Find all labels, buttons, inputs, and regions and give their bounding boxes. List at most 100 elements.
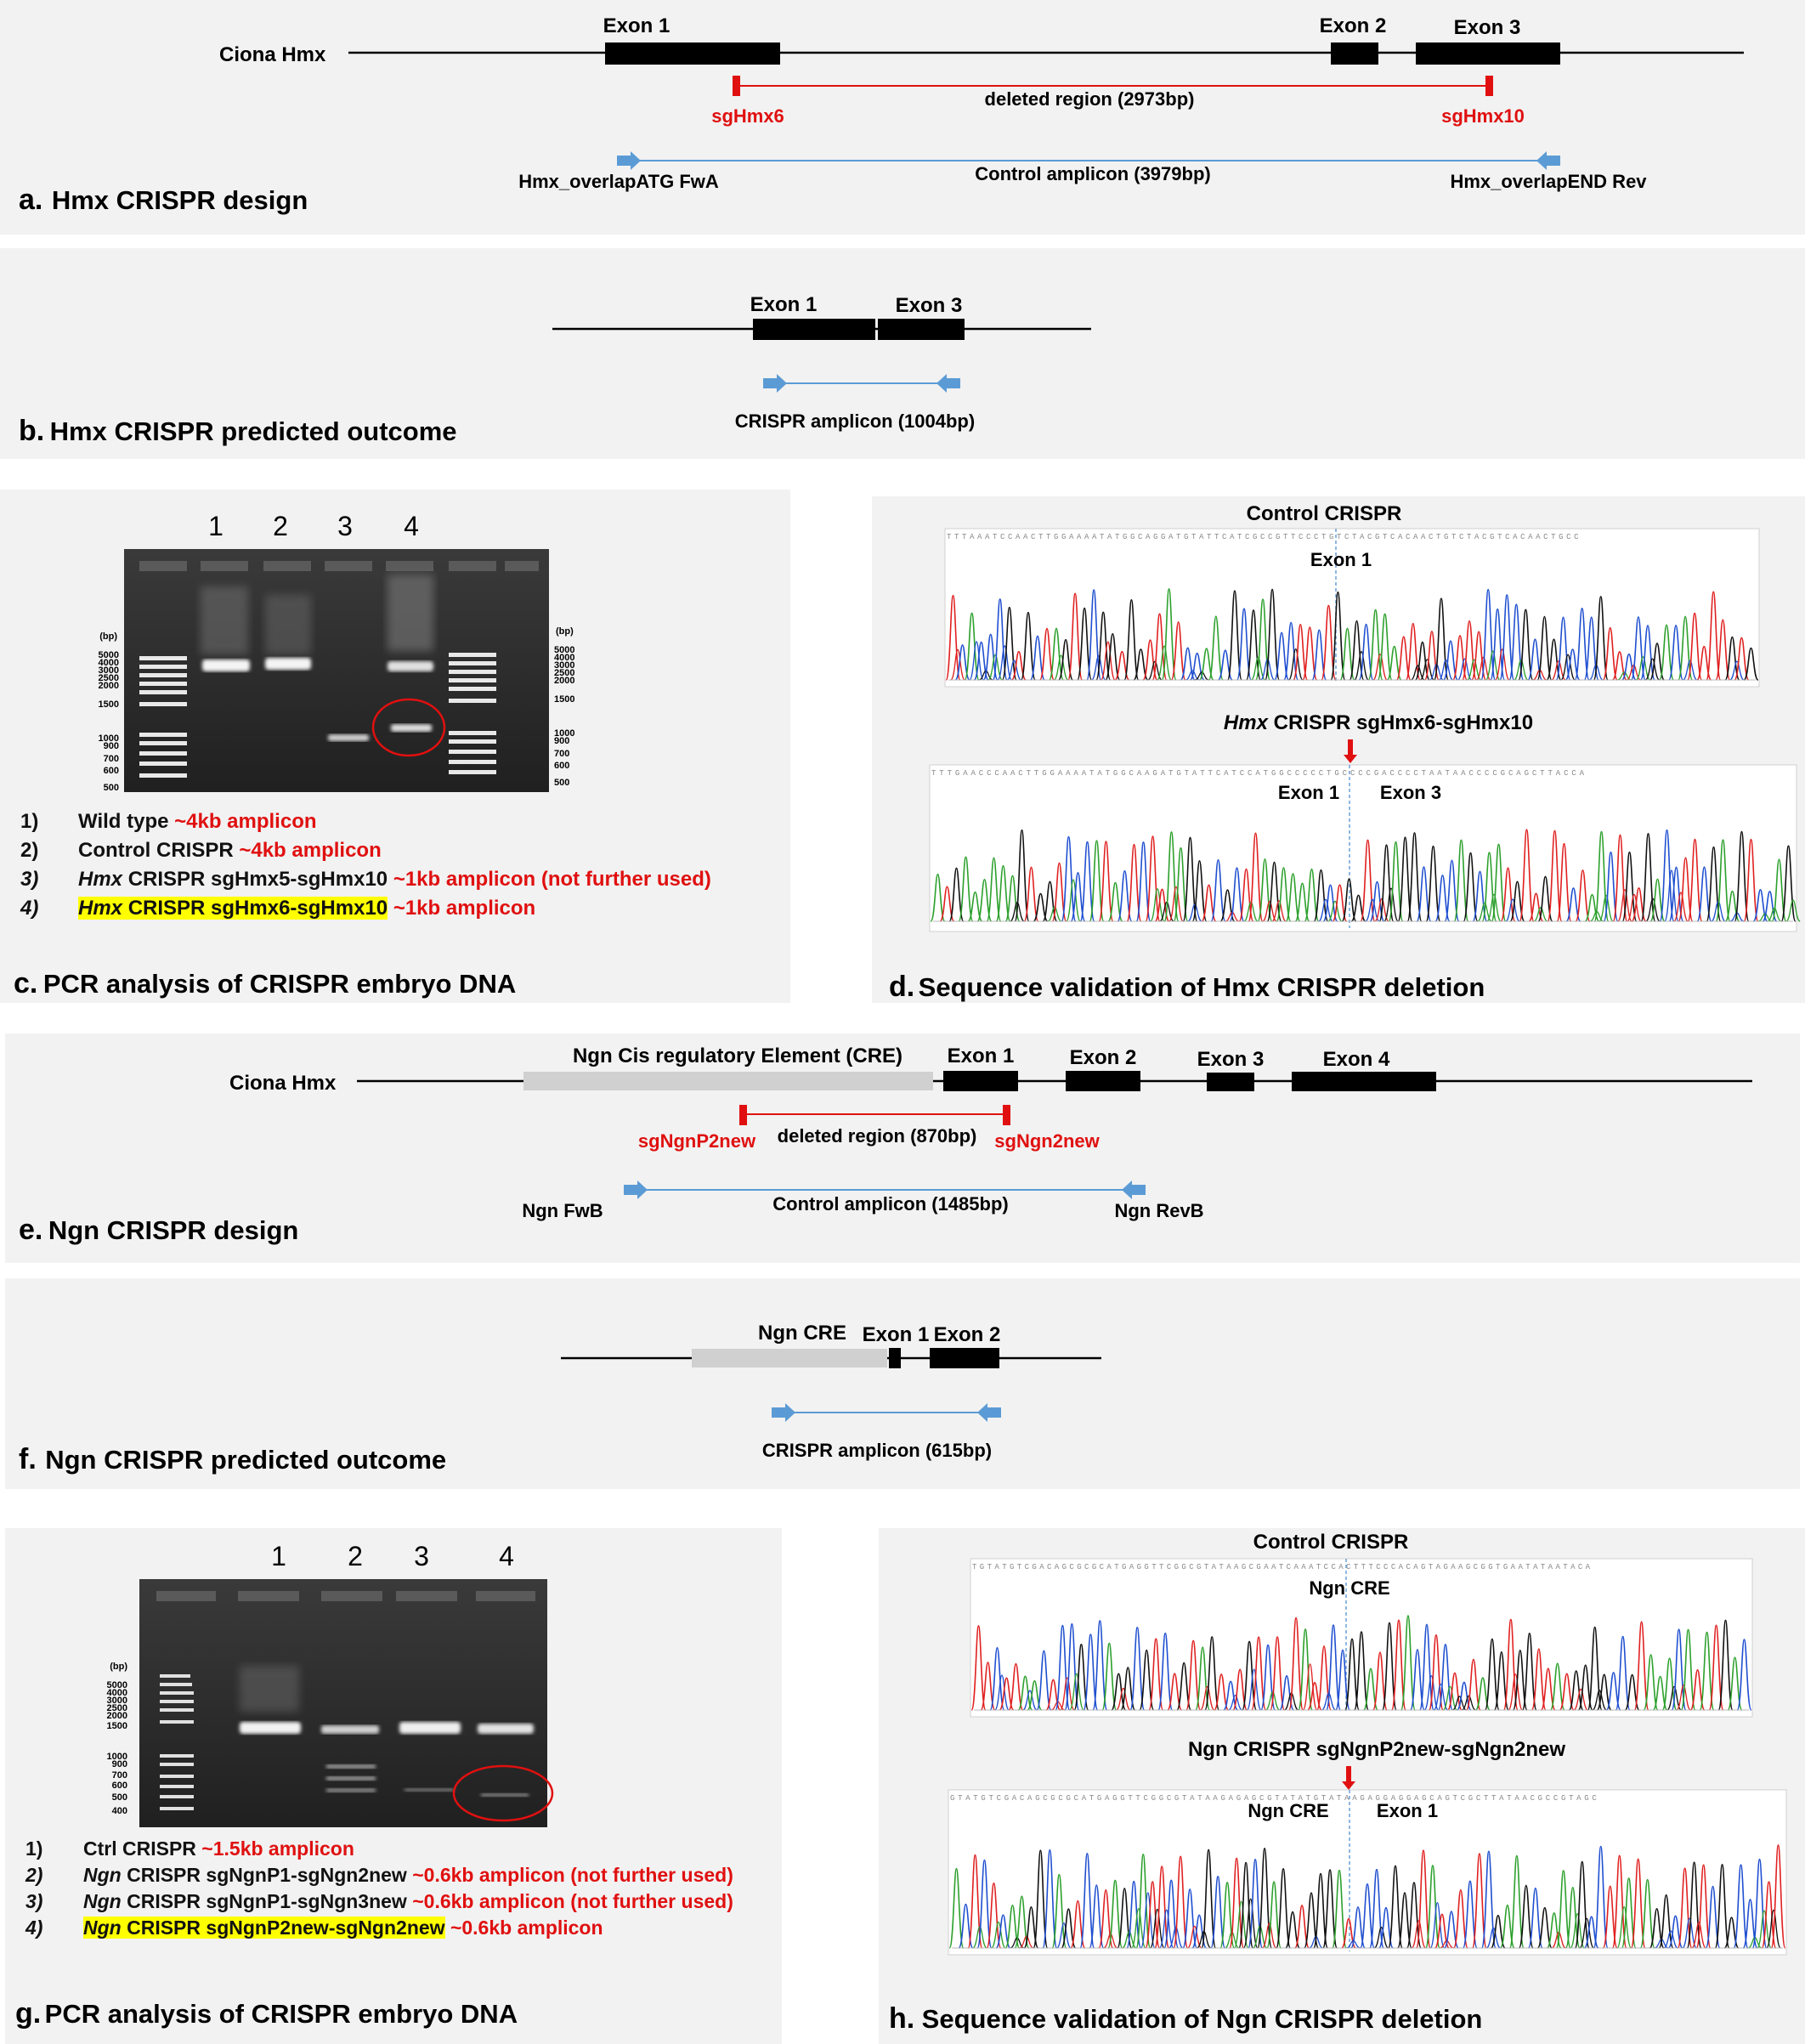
trace-peak xyxy=(948,867,965,922)
trace-peak xyxy=(1446,1672,1463,1711)
a-exon2-label: Exon 2 xyxy=(1320,14,1387,37)
trace-peak xyxy=(1771,858,1787,922)
trace-peak xyxy=(1036,1650,1052,1711)
panel-a xyxy=(0,0,1805,235)
trace-peak xyxy=(1518,1884,1534,1949)
trace-peak xyxy=(989,1646,1005,1711)
trace-peak xyxy=(1189,652,1205,681)
trace-peak xyxy=(1491,843,1507,922)
trace-peak xyxy=(1014,829,1030,922)
trace-peak xyxy=(1194,671,1209,681)
e-deleted-label: deleted region (870bp) xyxy=(778,1125,977,1147)
trace-peak xyxy=(1098,1888,1114,1949)
c-ladder-label: 4000 xyxy=(99,658,119,668)
trace-peak xyxy=(1367,609,1383,681)
e-exon4 xyxy=(1292,1072,1436,1091)
trace-peak xyxy=(1330,591,1346,681)
trace-peak xyxy=(1089,840,1105,922)
trace-peak xyxy=(1457,658,1473,681)
trace-peak xyxy=(1727,1656,1743,1711)
legend-italic: Ngn xyxy=(83,1890,122,1912)
trace-peak xyxy=(1633,1621,1649,1711)
a-letter: a. xyxy=(19,184,42,216)
c-legend-row-4: 4) Hmx CRISPR sgHmx6-sgHmx10 ~1kb amplico… xyxy=(20,894,711,923)
trace-peak xyxy=(1302,626,1318,681)
trace-peak xyxy=(1135,841,1151,922)
trace-peak xyxy=(1135,1854,1151,1949)
trace-peak xyxy=(1499,594,1515,681)
trace-peak xyxy=(1480,588,1497,681)
c-ladder-unit-right: (bp) xyxy=(556,626,574,637)
g-ladder-labels: (bp) 5000 4000 3000 2500 2000 1500 1000 … xyxy=(107,1662,128,1816)
g-wells xyxy=(156,1591,535,1601)
hmx-gene-map: Ciona Hmx Exon 1 Exon 2 Exon 3 deleted r… xyxy=(19,14,1744,216)
c-ladder-label: 900 xyxy=(104,741,119,751)
trace-peak xyxy=(992,598,1008,681)
b-forward-arrow xyxy=(763,374,787,393)
trace-peak xyxy=(1182,1888,1198,1949)
d-bottom-title-text: CRISPR sgHmx6-sgHmx10 xyxy=(1268,711,1533,734)
trace-peak xyxy=(1644,658,1661,681)
trace-peak xyxy=(1428,1634,1444,1711)
d-cut-arrow xyxy=(1344,739,1357,763)
trace-peak xyxy=(1751,1858,1768,1949)
trace-peak xyxy=(1242,1640,1258,1711)
ngn-gene-map: Ciona Hmx Ngn Cis regulatory Element (CR… xyxy=(19,1045,1752,1246)
c-letter: c. xyxy=(14,967,37,999)
trace-peak xyxy=(1405,622,1421,681)
trace-peak xyxy=(994,1674,1010,1711)
trace-peak xyxy=(1095,611,1112,681)
a-exon2 xyxy=(1331,42,1378,65)
trace-peak xyxy=(1603,851,1619,922)
trace-peak xyxy=(1229,1857,1245,1949)
trace-peak xyxy=(1180,647,1196,681)
trace-peak xyxy=(1485,650,1501,681)
g-band-lane3 xyxy=(399,1722,461,1734)
trace-peak xyxy=(1139,1649,1155,1711)
trace-peak xyxy=(1201,1849,1217,1949)
trace-peak xyxy=(1287,648,1304,681)
trace-peak xyxy=(1200,1685,1215,1711)
a-deleted-label: deleted region (2973bp) xyxy=(985,88,1195,110)
g-letter: g. xyxy=(15,1997,41,2030)
trace-peak xyxy=(1004,1904,1021,1949)
c-ladder-label: 500 xyxy=(104,783,119,793)
trace-peak xyxy=(1060,1677,1075,1711)
trace-peak xyxy=(1298,1628,1314,1711)
trace-peak xyxy=(1304,868,1320,922)
trace-peak xyxy=(1695,1864,1712,1949)
trace-peak xyxy=(1344,1638,1361,1711)
trace-peak xyxy=(1157,1632,1174,1711)
c-ladder-label: 1000 xyxy=(554,728,574,739)
trace-peak xyxy=(1187,903,1202,922)
trace-peak xyxy=(1334,1649,1351,1711)
panel-b xyxy=(0,248,1805,459)
c-ladder-label: 1000 xyxy=(99,733,119,744)
trace-peak xyxy=(1617,888,1632,922)
c-ladder-label: 2500 xyxy=(554,668,574,678)
legend-num: 1) xyxy=(25,1837,43,1860)
trace-peak xyxy=(1053,654,1069,681)
trace-peak xyxy=(1073,1643,1089,1711)
e-reverse-arrow xyxy=(1122,1181,1146,1199)
trace-peak xyxy=(1302,1663,1318,1711)
trace-peak xyxy=(973,641,989,681)
trace-peak xyxy=(1390,1619,1406,1711)
trace-peak xyxy=(1425,845,1441,922)
b-exon3 xyxy=(878,319,965,340)
c-highlight-circle xyxy=(371,698,446,757)
trace-peak xyxy=(1396,1892,1412,1949)
trace-peak xyxy=(1358,623,1374,681)
c-ladder-label: 600 xyxy=(554,761,569,771)
c-ladder-label: 1500 xyxy=(554,694,574,705)
trace-peak xyxy=(1508,603,1525,681)
trace-peak xyxy=(1388,841,1404,922)
trace-peak xyxy=(1145,835,1161,922)
trace-peak xyxy=(1639,1878,1655,1949)
trace-peak xyxy=(1596,1673,1612,1711)
legend-note: ~0.6kb amplicon (not further used) xyxy=(412,1864,733,1886)
trace-peak xyxy=(1061,835,1077,922)
c-lane-3: 3 xyxy=(337,511,353,541)
trace-peak xyxy=(1270,1636,1286,1711)
trace-peak xyxy=(1687,612,1703,681)
